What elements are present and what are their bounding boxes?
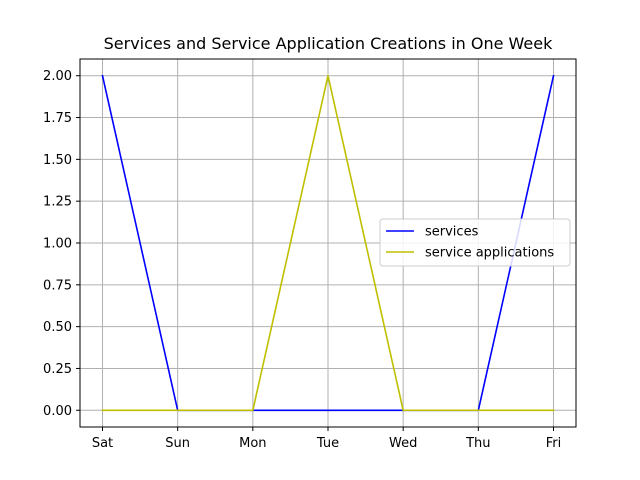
legend-label: service applications bbox=[425, 246, 554, 261]
legend-box bbox=[379, 218, 571, 267]
y-tick-label: 2.00 bbox=[43, 69, 72, 84]
axis-ticks: Sat Sun Mon Tue Wed Thu Fri 0.00 0.25 0.50 0.75 1.0… bbox=[43, 69, 561, 451]
x-tick-label: Tue bbox=[316, 436, 339, 451]
x-tick-label: Thu bbox=[465, 436, 490, 451]
x-tick-label: Sat bbox=[92, 436, 113, 451]
x-tick-label: Sun bbox=[165, 436, 190, 451]
series-line-service-applications bbox=[101, 74, 555, 412]
x-tick-label: Wed bbox=[389, 436, 417, 451]
series-layer bbox=[101, 74, 555, 412]
y-tick-label: 1.25 bbox=[43, 195, 72, 210]
x-tick-label: Fri bbox=[546, 436, 562, 451]
y-tick-label: 1.75 bbox=[43, 111, 72, 126]
legend-label: services bbox=[425, 225, 479, 240]
chart-title: Services and Service Application Creatio… bbox=[104, 34, 553, 53]
x-tick-label: Mon bbox=[239, 436, 266, 451]
y-tick-label: 0.50 bbox=[43, 320, 72, 335]
y-tick-label: 1.00 bbox=[43, 237, 72, 252]
legend: services service applications bbox=[379, 218, 571, 267]
y-tick-label: 1.50 bbox=[43, 153, 72, 168]
y-tick-label: 0.25 bbox=[43, 362, 72, 377]
y-tick-label: 0.75 bbox=[43, 278, 72, 293]
y-tick-label: 0.00 bbox=[43, 404, 72, 419]
